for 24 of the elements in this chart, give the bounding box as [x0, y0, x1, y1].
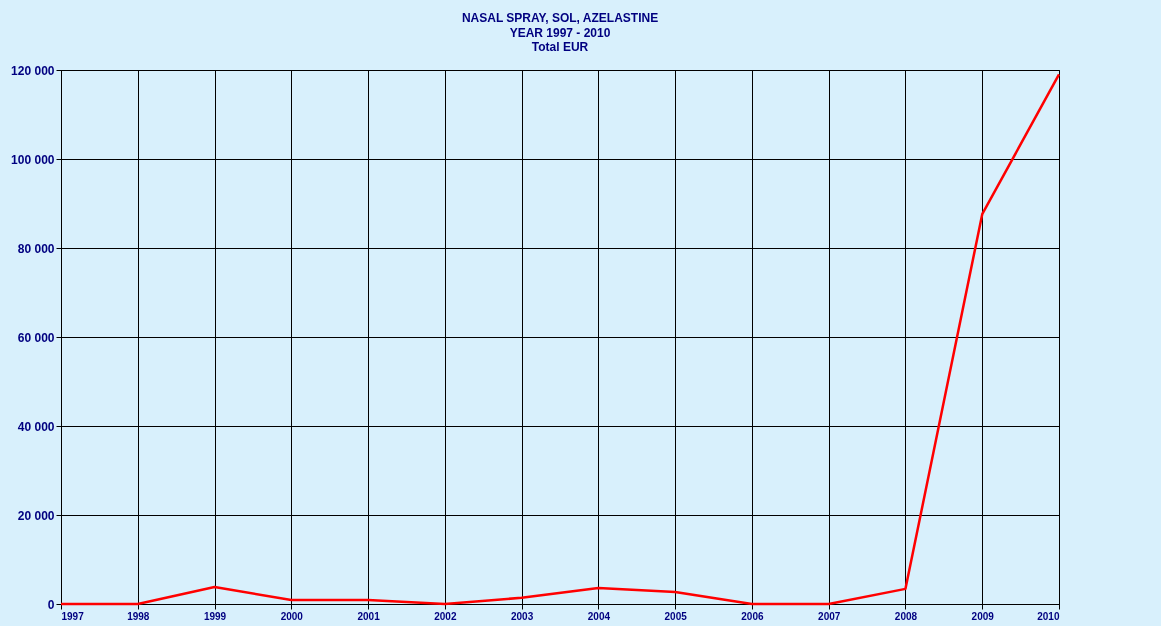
y-tick-label: 0	[47, 597, 55, 612]
x-tick-label: 2005	[664, 610, 688, 622]
x-tick-label: 2006	[741, 610, 764, 622]
x-tick-label: 1998	[127, 610, 150, 622]
line-series	[59, 73, 1061, 606]
x-tick-label: 2007	[818, 610, 841, 622]
x-tick-label: 1997	[61, 610, 85, 622]
x-tick-label: 2008	[894, 610, 918, 622]
chart-title: NASAL SPRAY, SOL, AZELASTINE	[461, 11, 659, 25]
y-tick-label: 40 000	[17, 419, 55, 434]
x-tick-label: 2009	[971, 610, 995, 622]
x-tick-label: 2003	[510, 610, 534, 622]
y-tick-label: 80 000	[17, 241, 55, 256]
x-tick-label: 2001	[357, 610, 381, 622]
x-tick-label: 2002	[434, 610, 457, 622]
chart-subtitle: YEAR 1997 - 2010 Total EUR	[509, 26, 611, 54]
y-tick-label: 100 000	[11, 152, 55, 167]
y-tick-label: 60 000	[17, 330, 55, 345]
x-tick-label: 2010	[1037, 610, 1060, 622]
x-tick-label: 2004	[587, 610, 611, 622]
x-tick-label: 1999	[203, 610, 227, 622]
y-tick-label: 120 000	[11, 63, 55, 78]
x-tick-label: 2000	[280, 610, 304, 622]
y-tick-label: 20 000	[17, 508, 55, 523]
